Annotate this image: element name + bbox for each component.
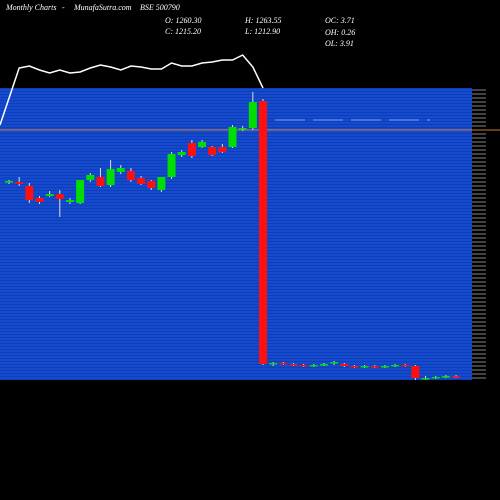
- candle-body: [65, 200, 74, 202]
- candle-body: [370, 366, 379, 368]
- candle-body: [86, 175, 95, 180]
- annotation: Monthly Charts: [5, 3, 56, 12]
- candle-body: [360, 366, 369, 368]
- candle-body: [309, 365, 318, 367]
- candle-body: [452, 376, 461, 378]
- candle-body: [228, 127, 237, 147]
- candle-body: [198, 142, 207, 147]
- annotation: O: 1260.30: [165, 16, 201, 25]
- candle-body: [35, 198, 44, 202]
- candle-body: [55, 194, 64, 199]
- candle-body: [269, 363, 278, 365]
- candle-body: [106, 169, 115, 185]
- candle-body: [157, 177, 166, 190]
- annotation: BSE 500790: [140, 3, 180, 12]
- candle-body: [187, 143, 196, 156]
- candle-body: [208, 147, 217, 155]
- candle-body: [299, 365, 308, 367]
- candle-body: [248, 102, 257, 128]
- candle-body: [401, 365, 410, 367]
- dash: -: [62, 3, 65, 12]
- candle-body: [431, 377, 440, 379]
- candle-body: [380, 366, 389, 368]
- candle-body: [25, 186, 34, 200]
- candle-body: [76, 180, 85, 203]
- annotation: MunafaSutra.com: [73, 3, 132, 12]
- candle-body: [330, 362, 339, 364]
- candle-body: [218, 147, 227, 152]
- candle-body: [15, 182, 24, 184]
- annotation: OH: 0.26: [325, 28, 355, 37]
- price-line: [0, 54, 264, 126]
- candle-body: [126, 171, 135, 180]
- candle-body: [238, 128, 247, 130]
- candle-body: [319, 364, 328, 366]
- candle-body: [177, 152, 186, 155]
- annotation: OC: 3.71: [325, 16, 355, 25]
- candle-body: [167, 154, 176, 177]
- annotation: L: 1212.90: [244, 27, 280, 36]
- candle-body: [5, 181, 13, 183]
- candle-body: [147, 181, 156, 188]
- annotation: OL: 3.91: [325, 39, 354, 48]
- annotation: C: 1215.20: [165, 27, 201, 36]
- candle-body: [279, 363, 288, 365]
- candle-body: [289, 364, 298, 366]
- annotation: H: 1263.55: [244, 16, 281, 25]
- candle-body: [96, 177, 105, 186]
- candle-body: [137, 178, 146, 184]
- candle-body: [421, 378, 430, 380]
- candle-body: [350, 366, 359, 368]
- candle-body: [411, 366, 420, 378]
- candle-body: [391, 365, 400, 367]
- candle-body: [259, 101, 267, 364]
- candle-body: [116, 168, 125, 172]
- candle-body: [45, 194, 54, 196]
- candle-body: [441, 376, 450, 378]
- candle-body: [340, 364, 349, 366]
